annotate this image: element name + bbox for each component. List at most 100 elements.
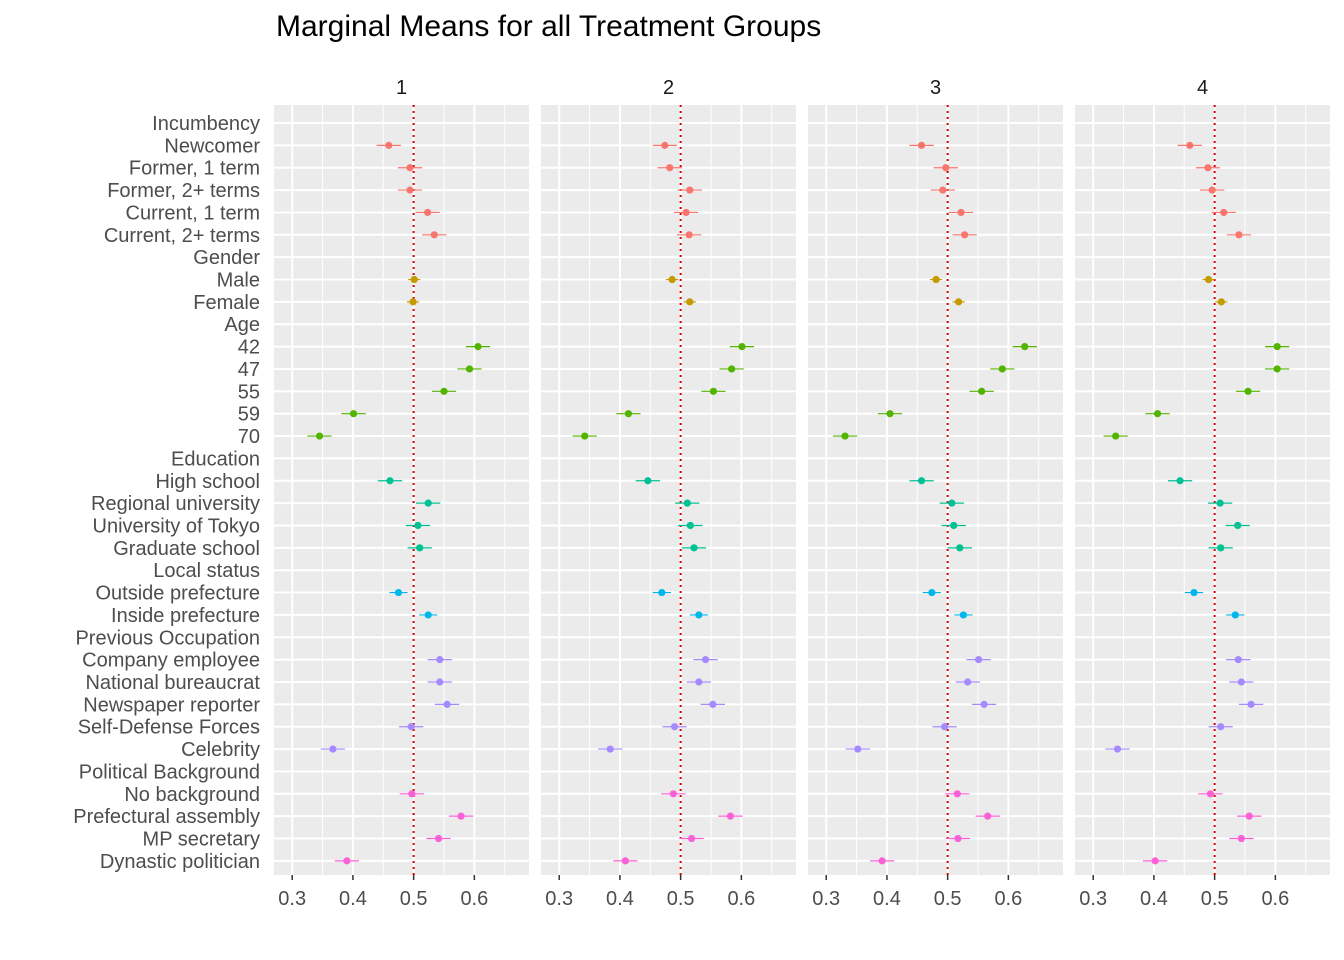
data-point <box>661 141 669 149</box>
x-tick-label: 0.6 <box>1261 888 1289 910</box>
panel-background <box>1075 105 1330 875</box>
data-point <box>394 588 403 597</box>
y-tick-label: 42 <box>238 337 260 359</box>
data-point <box>954 298 963 306</box>
data-point <box>658 588 666 597</box>
data-point <box>726 812 735 820</box>
data-point <box>942 164 950 172</box>
data-point <box>841 432 849 440</box>
data-point <box>440 387 448 395</box>
x-tick-label: 0.4 <box>873 888 901 910</box>
data-point <box>666 164 674 172</box>
y-group-header-label: Gender <box>193 247 260 269</box>
facet-label: 4 <box>1197 77 1208 99</box>
data-point <box>1273 365 1281 373</box>
y-tick-label: 47 <box>238 359 260 381</box>
y-tick-label: 59 <box>238 404 260 426</box>
facet-label: 3 <box>930 77 941 99</box>
data-point <box>457 812 465 820</box>
data-point <box>386 477 394 485</box>
x-tick-label: 0.3 <box>278 888 306 910</box>
data-point <box>406 186 414 194</box>
x-tick-label: 0.4 <box>1140 888 1168 910</box>
data-point <box>878 857 886 865</box>
data-point <box>709 387 718 395</box>
x-tick-label: 0.5 <box>667 888 695 910</box>
panel-background <box>274 105 529 875</box>
x-tick-label: 0.5 <box>934 888 962 910</box>
data-point <box>1235 231 1243 239</box>
x-tick-label: 0.6 <box>460 888 488 910</box>
data-point <box>414 521 422 530</box>
data-point <box>1217 298 1225 306</box>
data-point <box>738 343 746 351</box>
data-point <box>956 544 964 552</box>
data-point <box>917 141 926 149</box>
x-tick-label: 0.3 <box>812 888 840 910</box>
y-tick-label: Dynastic politician <box>100 851 260 873</box>
data-point <box>1113 745 1122 753</box>
y-tick-label: Current, 1 term <box>126 202 260 224</box>
y-tick-label: Outside prefecture <box>95 583 260 605</box>
x-tick-label: 0.4 <box>606 888 634 910</box>
y-group-header-label: Incumbency <box>152 113 260 135</box>
y-tick-label: 55 <box>238 381 260 403</box>
data-point <box>407 723 415 731</box>
data-point <box>687 834 696 843</box>
y-tick-label: No background <box>124 784 260 806</box>
data-point <box>941 723 949 731</box>
data-point <box>686 298 694 306</box>
data-point <box>701 656 710 664</box>
data-point <box>1244 387 1252 395</box>
data-point <box>928 588 936 597</box>
x-tick-label: 0.4 <box>339 888 367 910</box>
y-tick-label: Male <box>217 270 260 292</box>
data-point <box>975 656 983 664</box>
data-point <box>1231 611 1239 619</box>
x-tick-label: 0.6 <box>994 888 1022 910</box>
y-group-header-label: Education <box>171 448 260 470</box>
y-group-header-label: Age <box>224 314 260 336</box>
data-point <box>670 723 679 731</box>
data-point <box>957 208 965 217</box>
data-point <box>430 231 438 239</box>
data-point <box>683 499 691 507</box>
data-point <box>1245 812 1253 820</box>
facet-panel-1: 1 0.3 0.4 0.5 0.6 <box>274 77 529 910</box>
data-point <box>1273 343 1281 351</box>
y-tick-label: High school <box>155 471 260 493</box>
data-point <box>964 678 972 686</box>
data-point <box>1237 678 1245 686</box>
y-tick-label: Former, 1 term <box>129 158 260 180</box>
panel-background <box>808 105 1063 875</box>
data-point <box>329 745 337 753</box>
data-point <box>669 790 677 798</box>
data-point <box>409 298 417 306</box>
panel-background <box>541 105 796 875</box>
data-point <box>932 275 940 284</box>
data-point <box>1204 275 1213 284</box>
data-point <box>424 208 432 217</box>
x-tick-label: 0.3 <box>545 888 573 910</box>
data-point <box>1216 499 1224 507</box>
data-point <box>961 231 969 239</box>
data-point <box>436 656 444 664</box>
x-tick-label: 0.3 <box>1079 888 1107 910</box>
data-point <box>1153 410 1162 418</box>
x-tick-label: 0.5 <box>400 888 428 910</box>
y-tick-label: Inside prefecture <box>111 605 260 627</box>
data-point <box>1206 790 1214 798</box>
data-point <box>1234 656 1242 664</box>
data-point <box>1204 164 1212 172</box>
data-point <box>950 521 958 530</box>
data-point <box>686 521 694 530</box>
data-point <box>424 611 432 619</box>
facet-label: 2 <box>663 77 674 99</box>
data-point <box>1021 343 1029 351</box>
x-tick-label: 0.6 <box>727 888 755 910</box>
data-point <box>1186 141 1194 149</box>
data-point <box>1220 208 1228 217</box>
y-tick-label: University of Tokyo <box>93 515 260 537</box>
